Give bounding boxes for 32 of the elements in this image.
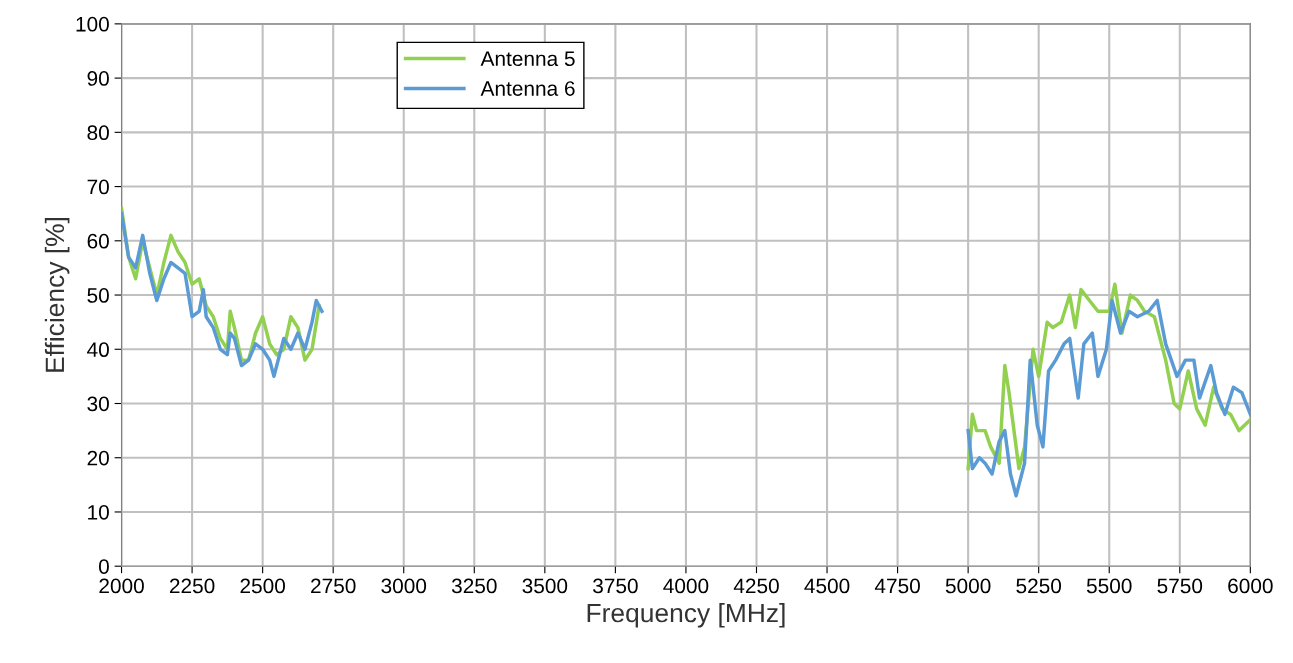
x-tick-label: 4250 [733, 578, 779, 594]
y-tick-label: 20 [87, 450, 109, 466]
y-tick-label: 60 [87, 233, 109, 249]
x-axis-title: Frequency [MHz] [587, 602, 785, 628]
y-tick-label: 90 [87, 71, 109, 86]
x-tick-label: 4750 [874, 578, 920, 594]
y-tick-label: 10 [88, 504, 109, 520]
x-tick-label: 5250 [1016, 578, 1062, 594]
y-tick-label: 30 [87, 396, 109, 412]
x-tick-label: 5500 [1086, 578, 1132, 594]
x-tick-label: 5000 [945, 578, 991, 594]
y-tick-label: 70 [87, 179, 109, 195]
legend-label: Antenna 5 [480, 51, 575, 67]
y-tick-label: 0 [98, 559, 109, 574]
x-tick-label: 2500 [240, 578, 285, 594]
x-tick-label: 6000 [1228, 578, 1273, 594]
x-tick-label: 3250 [451, 578, 497, 594]
x-tick-label: 5750 [1157, 578, 1203, 594]
x-tick-label: 2250 [169, 578, 215, 594]
x-tick-label: 3000 [381, 578, 427, 594]
y-tick-label: 50 [87, 288, 109, 303]
x-tick-label: 4000 [663, 578, 709, 594]
legend-label: Antenna 6 [480, 81, 575, 96]
x-tick-label: 3500 [522, 578, 568, 594]
x-tick-label: 2000 [99, 578, 144, 594]
x-tick-label: 3750 [593, 578, 638, 594]
x-tick-label: 4500 [804, 578, 850, 594]
x-tick-label: 2750 [311, 578, 356, 594]
y-tick-label: 40 [87, 342, 109, 358]
y-tick-label: 80 [87, 125, 109, 141]
y-tick-label: 100 [76, 16, 109, 32]
y-axis-title: Efficiency [%] [44, 217, 70, 372]
